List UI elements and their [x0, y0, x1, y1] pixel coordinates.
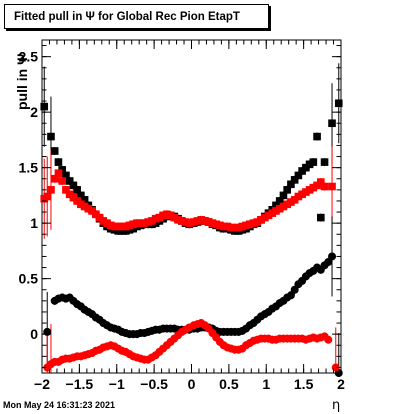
x-tick-label: 0.5: [219, 376, 239, 392]
sigma-point: [47, 132, 55, 141]
sigma-point: [47, 186, 55, 194]
sigma-point: [43, 192, 52, 201]
sigma-point: [65, 177, 74, 185]
sigma-point: [275, 197, 284, 205]
x-tick-label: 1.5: [294, 376, 314, 392]
sigma-point: [80, 196, 89, 204]
x-tick-label: −1.5: [66, 376, 94, 392]
mean-point: [324, 335, 333, 344]
chart-title: Fitted pull in Ψ for Global Rec Pion Eta…: [4, 4, 269, 29]
mean-point: [43, 327, 52, 336]
x-axis-label: η: [332, 398, 341, 413]
sigma-point: [320, 182, 329, 191]
y-axis-label: pull in Ψ: [14, 53, 30, 110]
x-tick-label: 0: [188, 376, 196, 392]
sigma-point: [328, 182, 336, 191]
x-tick-label: −1: [109, 376, 125, 392]
sigma-point: [317, 213, 325, 222]
sigma-point: [309, 158, 318, 166]
timestamp: Mon May 24 16:31:23 2021: [3, 400, 116, 410]
sigma-point: [69, 181, 78, 190]
sigma-point: [77, 191, 85, 200]
y-tick-label: 2.5: [19, 49, 39, 65]
sigma-point: [73, 186, 81, 194]
x-tick-label: 1: [262, 376, 270, 392]
sigma-point: [317, 178, 325, 186]
y-tick-label: 0: [30, 326, 38, 342]
sigma-point: [40, 102, 49, 111]
sigma-point: [279, 191, 288, 200]
y-tick-label: 1.5: [19, 160, 39, 176]
sigma-point: [54, 169, 63, 177]
x-tick-label: −2: [34, 376, 50, 392]
mean-point: [328, 252, 337, 261]
sigma-point: [334, 99, 343, 108]
sigma-point: [313, 132, 321, 141]
sigma-point: [287, 180, 295, 189]
sigma-point: [50, 147, 59, 155]
y-tick-label: 2: [30, 104, 38, 120]
sigma-point: [328, 119, 336, 128]
sigma-point: [290, 176, 299, 184]
y-tick-label: 0.5: [19, 271, 39, 287]
sigma-point: [294, 171, 303, 180]
sigma-point: [50, 174, 59, 183]
sigma-point: [58, 177, 66, 185]
y-tick-label: 1: [30, 215, 38, 231]
sigma-point: [54, 158, 63, 166]
sigma-point: [185, 219, 194, 227]
sigma-point: [283, 186, 291, 194]
sigma-point: [320, 158, 329, 166]
sigma-point: [62, 186, 70, 194]
sigma-point: [62, 171, 70, 180]
x-tick-label: −0.5: [140, 376, 168, 392]
x-tick-label: 2: [337, 376, 345, 392]
